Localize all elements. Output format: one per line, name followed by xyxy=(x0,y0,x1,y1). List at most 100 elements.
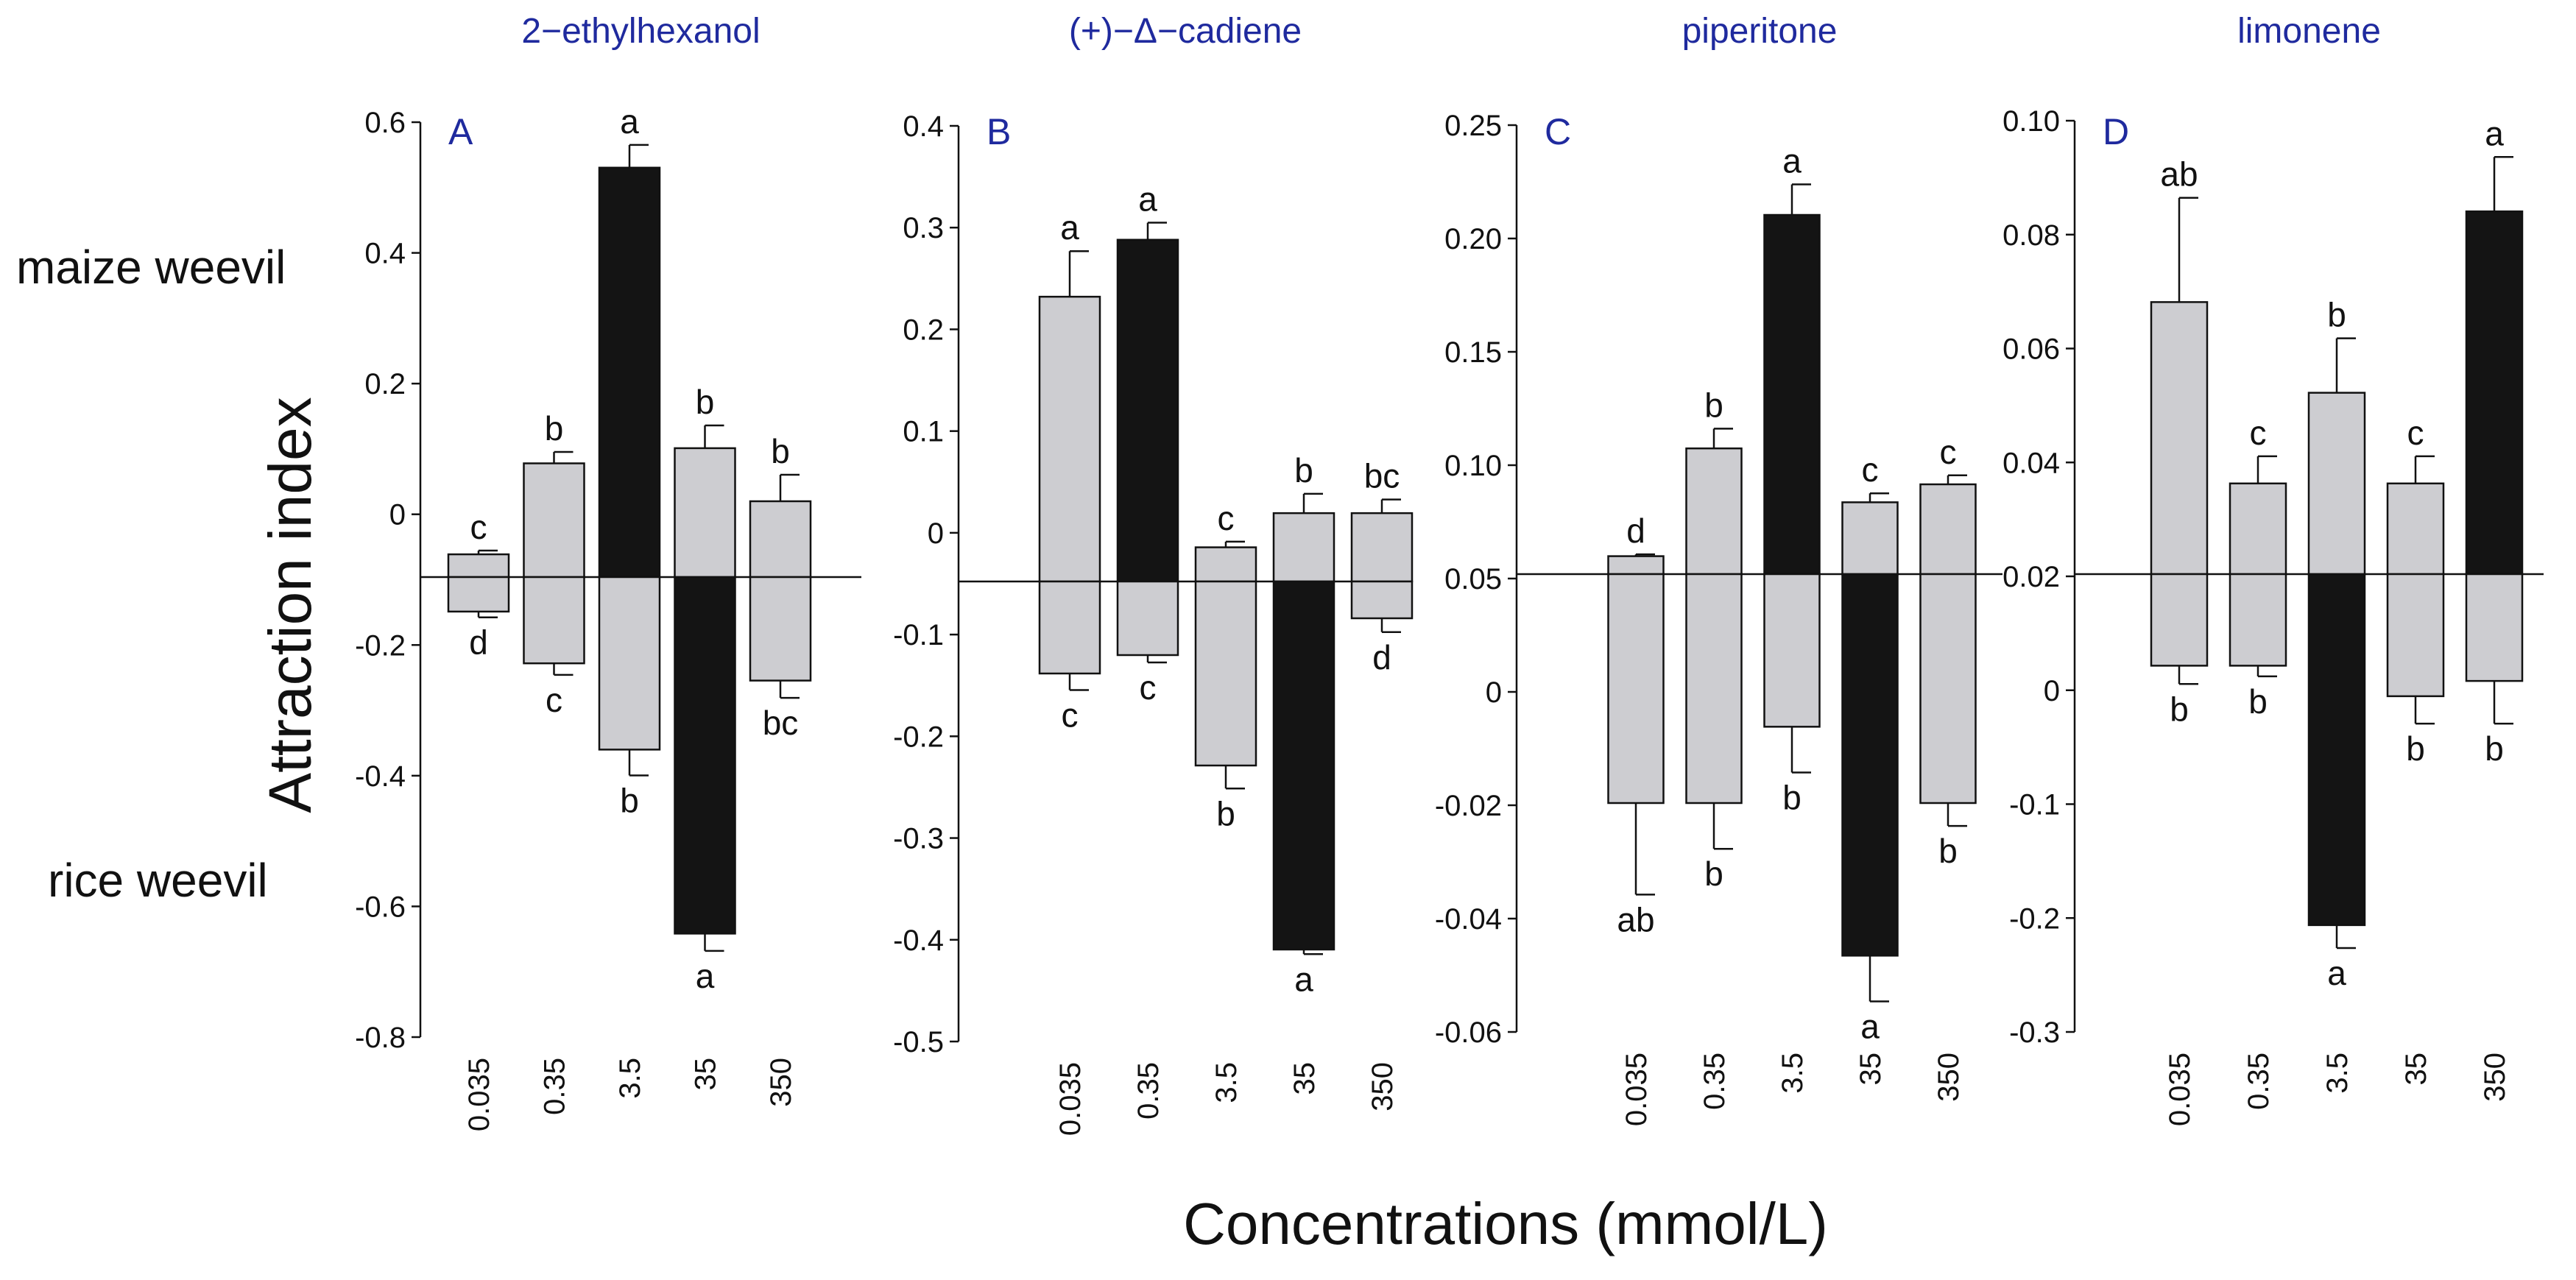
significance-label: b xyxy=(1938,832,1958,870)
y-tick-label: 0.6 xyxy=(364,107,406,139)
x-axis-label: Concentrations (mmol/L) xyxy=(1183,1191,1828,1256)
row-label-rice-weevil: rice weevil xyxy=(48,854,268,907)
x-tick-label: 0.35 xyxy=(539,1058,571,1115)
x-tick-label: 0.035 xyxy=(463,1058,495,1131)
x-tick-label: 0.35 xyxy=(1698,1053,1731,1110)
x-tick-label: 35 xyxy=(2400,1053,2432,1086)
bar-maize-weevil xyxy=(1038,295,1101,583)
significance-label: bc xyxy=(763,704,799,742)
bar-maize-weevil xyxy=(1841,501,1899,576)
y-tick-label: -0.2 xyxy=(355,629,406,662)
significance-label: b xyxy=(620,782,639,820)
bar-rice-weevil xyxy=(1194,580,1257,767)
bar-rice-weevil xyxy=(674,576,736,935)
bar-rice-weevil xyxy=(1919,573,1977,805)
bar-maize-weevil xyxy=(2386,482,2445,576)
significance-label: a xyxy=(1138,180,1157,219)
y-tick-label: 0 xyxy=(1486,676,1502,709)
x-tick-label: 35 xyxy=(690,1058,722,1091)
x-tick-label: 350 xyxy=(2479,1053,2511,1102)
panel-title: limonene xyxy=(2237,12,2381,51)
panel-d: limonene D 0.10 0.08 0.06 0.04 0.02 0 -0.1 -0.2 -0… xyxy=(2002,12,2544,1126)
significance-label: d xyxy=(1626,512,1645,550)
y-tick-label: -0.06 xyxy=(1435,1016,1502,1049)
y-tick-label: 0.10 xyxy=(2002,105,2060,138)
panel-letter: C xyxy=(1545,111,1571,152)
bar-maize-weevil xyxy=(1685,447,1743,576)
significance-label: c xyxy=(1218,499,1235,537)
x-tick-label: 3.5 xyxy=(2321,1053,2354,1094)
y-tick-label: 0 xyxy=(389,499,406,531)
y-tick-label: 0.25 xyxy=(1444,110,1502,142)
bar-maize-weevil xyxy=(523,462,585,579)
significance-label: b xyxy=(2485,729,2504,768)
x-tick-label: 35 xyxy=(1855,1053,1887,1086)
bar-rice-weevil xyxy=(2465,573,2524,682)
y-tick-label: -0.02 xyxy=(1435,790,1502,822)
bar-maize-weevil xyxy=(2465,210,2524,576)
significance-label: b xyxy=(2170,690,2189,728)
bar-rice-weevil xyxy=(749,576,812,682)
bar-maize-weevil xyxy=(447,553,510,579)
bar-rice-weevil xyxy=(1607,573,1665,805)
significance-label: b xyxy=(771,432,790,470)
bar-maize-weevil xyxy=(2229,482,2287,576)
panel-title: (+)−Δ−cadiene xyxy=(1069,12,1302,51)
significance-label: c xyxy=(1940,433,1957,471)
x-tick-label: 0.35 xyxy=(1132,1062,1165,1120)
y-tick-label: 0.06 xyxy=(2002,333,2060,366)
x-tick-label: 3.5 xyxy=(1210,1062,1243,1103)
bar-maize-weevil xyxy=(1116,238,1179,583)
x-tick-label: 0.035 xyxy=(1620,1053,1653,1126)
y-tick-label: -0.1 xyxy=(2009,789,2060,821)
x-tick-label: 350 xyxy=(765,1058,797,1107)
y-tick-label: -0.5 xyxy=(893,1026,944,1058)
y-tick-label: 0.08 xyxy=(2002,219,2060,252)
significance-label: a xyxy=(1782,142,1802,180)
bar-maize-weevil xyxy=(1350,512,1414,583)
significance-label: ab xyxy=(2160,155,2198,194)
x-tick-label: 350 xyxy=(1933,1053,1965,1102)
y-tick-label: 0 xyxy=(928,517,944,550)
y-tick-label: 0.2 xyxy=(903,314,944,346)
y-tick-label: 0 xyxy=(2044,675,2060,707)
y-tick-label: -0.1 xyxy=(893,619,944,651)
y-tick-label: -0.2 xyxy=(2009,902,2060,935)
bar-maize-weevil xyxy=(1919,483,1977,576)
y-tick-label: -0.4 xyxy=(893,924,944,957)
y-tick-label: 0.3 xyxy=(903,212,944,244)
row-label-maize-weevil: maize weevil xyxy=(16,241,286,294)
panel-title: 2−ethylhexanol xyxy=(521,12,760,51)
significance-label: b xyxy=(2248,682,2268,721)
significance-label: b xyxy=(1704,855,1723,893)
y-axis-label: Attraction index xyxy=(257,397,324,813)
panel-letter: B xyxy=(987,111,1011,152)
bar-maize-weevil xyxy=(1194,546,1257,583)
panel-letter: A xyxy=(448,111,473,152)
bar-maize-weevil xyxy=(1607,555,1665,576)
significance-label: c xyxy=(546,681,562,719)
y-tick-label: 0.02 xyxy=(2002,561,2060,593)
significance-label: c xyxy=(2250,414,2267,452)
bar-rice-weevil xyxy=(1116,580,1179,657)
bar-rice-weevil xyxy=(598,576,661,751)
y-tick-label: -0.3 xyxy=(2009,1016,2060,1049)
significance-label: c xyxy=(2407,414,2424,452)
significance-label: d xyxy=(469,623,488,662)
significance-label: b xyxy=(2406,729,2425,768)
significance-label: b xyxy=(545,409,564,448)
bar-maize-weevil xyxy=(674,447,736,579)
significance-label: c xyxy=(470,508,487,546)
significance-label: a xyxy=(1060,208,1079,247)
x-tick-label: 0.035 xyxy=(1054,1062,1087,1136)
bar-maize-weevil xyxy=(749,500,812,579)
significance-label: b xyxy=(1782,779,1802,817)
significance-label: b xyxy=(696,383,715,421)
significance-label: d xyxy=(1372,638,1391,676)
significance-label: b xyxy=(1704,386,1723,424)
panels: 2−ethylhexanolA0.60.40.20-0.2-0.4-0.6-0.… xyxy=(355,12,2544,1136)
x-tick-label: 35 xyxy=(1288,1062,1321,1095)
y-tick-label: -0.3 xyxy=(893,823,944,855)
significance-label: a xyxy=(620,102,639,141)
